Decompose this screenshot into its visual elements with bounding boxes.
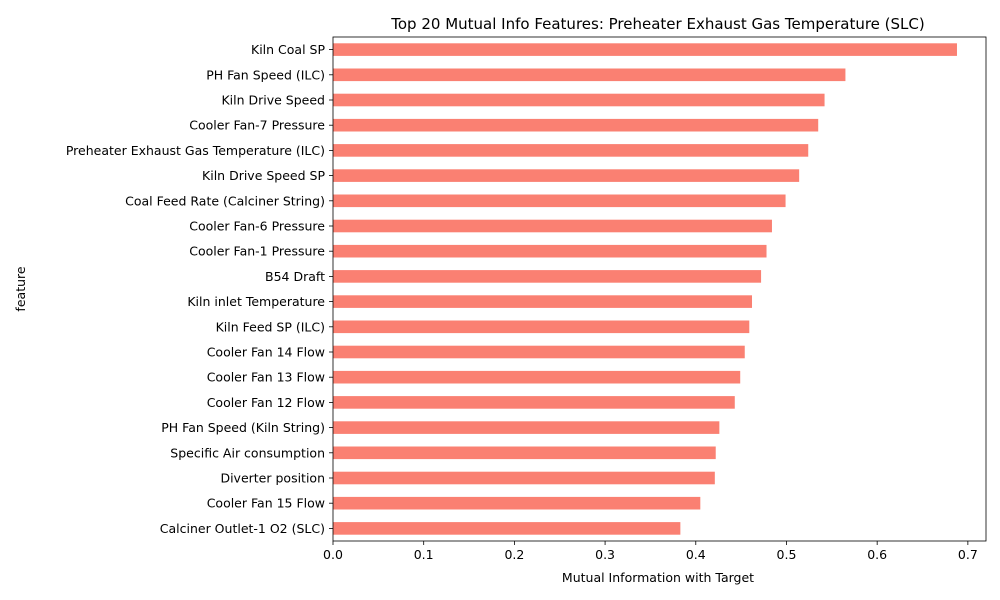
x-tick-label: 0.3 <box>595 547 615 562</box>
bars-group <box>333 43 957 535</box>
x-axis-ticks: 0.0 0.1 0.2 0.3 0.4 0.5 0.6 0.7 <box>323 541 978 562</box>
bar <box>333 496 701 510</box>
bar <box>333 396 735 409</box>
bar <box>333 144 809 157</box>
category-labels: Kiln Coal SP PH Fan Speed (ILC) Kiln Drive… <box>66 42 333 536</box>
x-tick-label: 0.0 <box>323 547 343 562</box>
bar <box>333 118 819 132</box>
category-label: Kiln inlet Temperature <box>187 294 325 309</box>
x-tick-label: 0.1 <box>414 547 434 562</box>
x-tick-label: 0.4 <box>686 547 706 562</box>
bar <box>333 295 753 308</box>
bar <box>333 43 957 56</box>
x-tick-label: 0.6 <box>867 547 887 562</box>
category-label: Cooler Fan 15 Flow <box>207 496 325 511</box>
category-label: Cooler Fan-1 Pressure <box>189 244 325 259</box>
category-label: Cooler Fan 13 Flow <box>207 370 325 385</box>
x-tick-label: 0.7 <box>958 547 978 562</box>
axes-frame <box>332 36 987 542</box>
category-label: Cooler Fan 14 Flow <box>207 345 325 360</box>
category-label: Coal Feed Rate (Calciner String) <box>125 193 325 208</box>
x-tick-label: 0.5 <box>777 547 797 562</box>
bar <box>333 194 786 208</box>
category-label: B54 Draft <box>265 269 325 284</box>
plot-frame <box>332 36 987 542</box>
category-label: Diverter position <box>220 471 325 486</box>
chart-title: Top 20 Mutual Info Features: Preheater E… <box>390 15 924 33</box>
x-tick-label: 0.2 <box>504 547 524 562</box>
y-axis-label: feature <box>13 266 28 311</box>
bar <box>333 169 800 182</box>
bar <box>333 345 745 359</box>
bar <box>333 421 720 434</box>
bar <box>333 370 741 384</box>
category-label: Specific Air consumption <box>170 445 325 460</box>
category-label: Kiln Drive Speed <box>221 93 325 108</box>
bar <box>333 68 846 82</box>
category-label: Cooler Fan-6 Pressure <box>189 219 325 234</box>
x-axis-label: Mutual Information with Target <box>562 570 754 585</box>
category-label: Calciner Outlet-1 O2 (SLC) <box>160 521 325 536</box>
category-label: Kiln Drive Speed SP <box>202 168 325 183</box>
category-label: Kiln Coal SP <box>251 42 325 57</box>
category-label: PH Fan Speed (ILC) <box>206 67 325 82</box>
bar <box>333 93 825 107</box>
category-label: Cooler Fan-7 Pressure <box>189 118 325 133</box>
category-label: Kiln Feed SP (ILC) <box>216 319 325 334</box>
bar <box>333 270 762 283</box>
bar <box>333 471 715 485</box>
bar <box>333 446 716 460</box>
bar <box>333 219 772 233</box>
bar <box>333 244 767 258</box>
category-label: Cooler Fan 12 Flow <box>207 395 325 410</box>
category-label: PH Fan Speed (Kiln String) <box>161 420 325 435</box>
category-label: Preheater Exhaust Gas Temperature (ILC) <box>66 143 325 158</box>
bar <box>333 522 681 535</box>
bar <box>333 320 750 334</box>
